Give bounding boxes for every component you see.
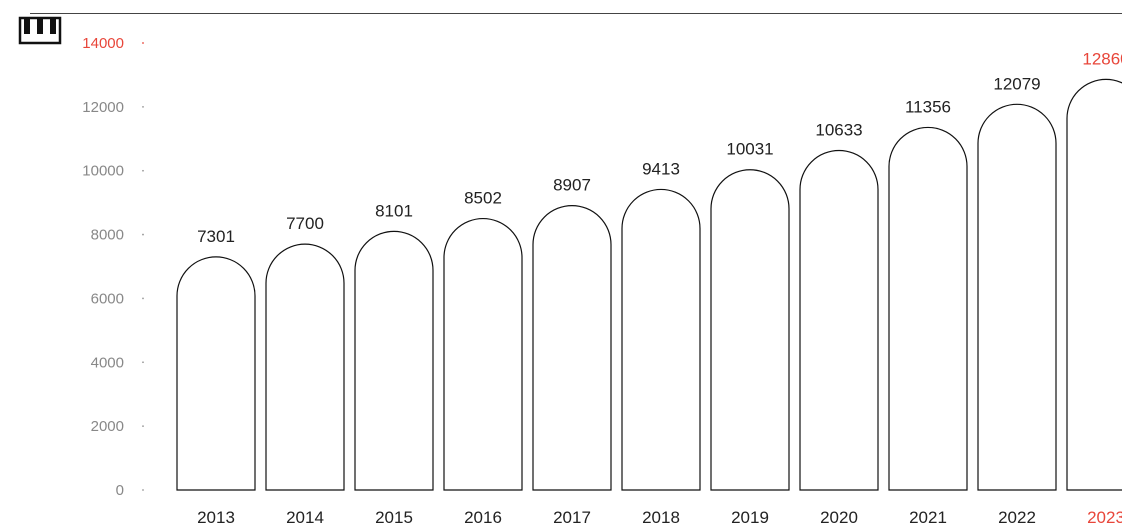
- x-tick-label: 2021: [909, 508, 947, 525]
- y-tick-mark: [142, 425, 144, 428]
- x-tick-label: 2023: [1087, 508, 1122, 525]
- y-tick-mark: [142, 105, 144, 108]
- data-label: 8502: [464, 189, 502, 208]
- x-tick-label: 2018: [642, 508, 680, 525]
- y-tick-label: 6000: [91, 290, 124, 307]
- y-tick-mark: [142, 489, 144, 491]
- y-axis: 0 2000 4000 6000 8000 10000 12000 14000: [82, 35, 144, 499]
- bar-2014: [265, 243, 345, 491]
- x-tick-label: 2017: [553, 508, 591, 525]
- y-tick-label: 4000: [91, 354, 124, 371]
- data-label: 12860: [1082, 49, 1122, 68]
- data-label: 12079: [993, 74, 1040, 93]
- y-tick-label: 10000: [82, 163, 124, 180]
- x-tick-label: 2016: [464, 508, 502, 525]
- data-label: 8907: [553, 176, 591, 195]
- data-label: 10031: [726, 140, 773, 159]
- bar-2021: [888, 126, 968, 491]
- y-tick-mark: [142, 233, 144, 236]
- x-tick-label: 2014: [286, 508, 324, 525]
- data-label: 7700: [286, 214, 324, 233]
- y-tick-mark: [142, 297, 144, 300]
- data-label: 9413: [642, 159, 680, 178]
- x-tick-label: 2022: [998, 508, 1036, 525]
- y-tick-mark: [142, 169, 144, 172]
- bars: [176, 78, 1122, 491]
- data-labels: 7301 7700 8101 8502 8907 9413 10031 10633 11356 1…: [197, 49, 1122, 245]
- bar-2022: [977, 103, 1057, 491]
- bar-2019: [710, 169, 790, 491]
- x-tick-label: 2015: [375, 508, 413, 525]
- y-tick-label: 12000: [82, 99, 124, 116]
- data-label: 7301: [197, 227, 235, 246]
- x-tick-label: 2013: [197, 508, 235, 525]
- bar-2023: [1066, 78, 1122, 491]
- bar-2013: [176, 256, 256, 491]
- bar-2020: [799, 149, 879, 491]
- x-tick-label: 2020: [820, 508, 858, 525]
- data-label: 10633: [815, 121, 862, 140]
- bar-2015: [354, 230, 434, 491]
- bar-2017: [532, 205, 612, 491]
- data-label: 11356: [905, 97, 951, 116]
- y-tick-label: 8000: [91, 227, 124, 244]
- x-tick-label: 2019: [731, 508, 769, 525]
- piano-keys-icon: [18, 16, 62, 45]
- x-axis: 2013 2014 2015 2016 2017 2018 2019 2020 2021 2022…: [197, 508, 1122, 525]
- bar-2016: [443, 217, 523, 491]
- data-label: 8101: [375, 201, 413, 220]
- y-tick-label: 2000: [91, 418, 124, 435]
- bar-2018: [621, 188, 701, 491]
- y-tick-mark: [142, 42, 144, 44]
- y-tick-label: 0: [116, 482, 124, 499]
- y-tick-label: 14000: [82, 35, 124, 52]
- y-tick-mark: [142, 361, 144, 364]
